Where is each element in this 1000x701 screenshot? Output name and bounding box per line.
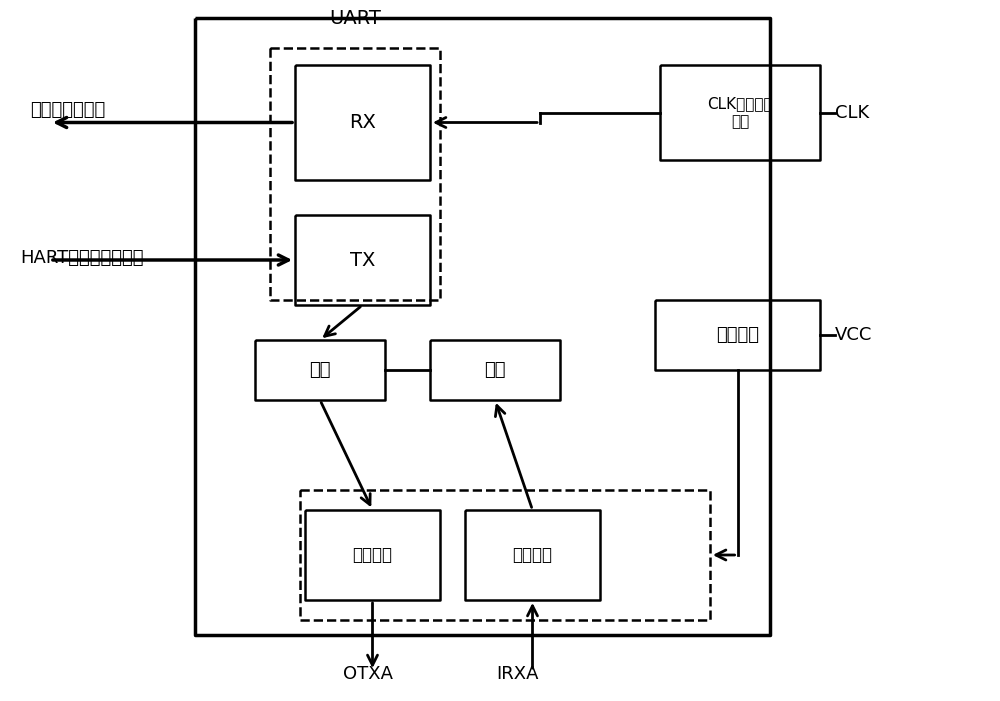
Text: IRXA: IRXA — [496, 665, 538, 683]
Text: 校验: 校验 — [484, 361, 506, 379]
Text: UART: UART — [329, 9, 381, 28]
Text: CLK时钟管理
模块: CLK时钟管理 模块 — [707, 96, 773, 129]
Text: HART协议帧所有内容: HART协议帧所有内容 — [20, 249, 144, 267]
Text: 解调电路: 解调电路 — [512, 546, 552, 564]
Text: TX: TX — [350, 250, 375, 269]
Text: RX: RX — [349, 113, 376, 132]
Text: CLK: CLK — [835, 104, 869, 122]
Text: 校验: 校验 — [309, 361, 331, 379]
Text: 供电电源: 供电电源 — [716, 326, 759, 344]
Text: VCC: VCC — [835, 326, 872, 344]
Text: 调制电路: 调制电路 — [352, 546, 392, 564]
Text: 接收的所有信息: 接收的所有信息 — [30, 101, 105, 119]
Text: OTXA: OTXA — [343, 665, 393, 683]
